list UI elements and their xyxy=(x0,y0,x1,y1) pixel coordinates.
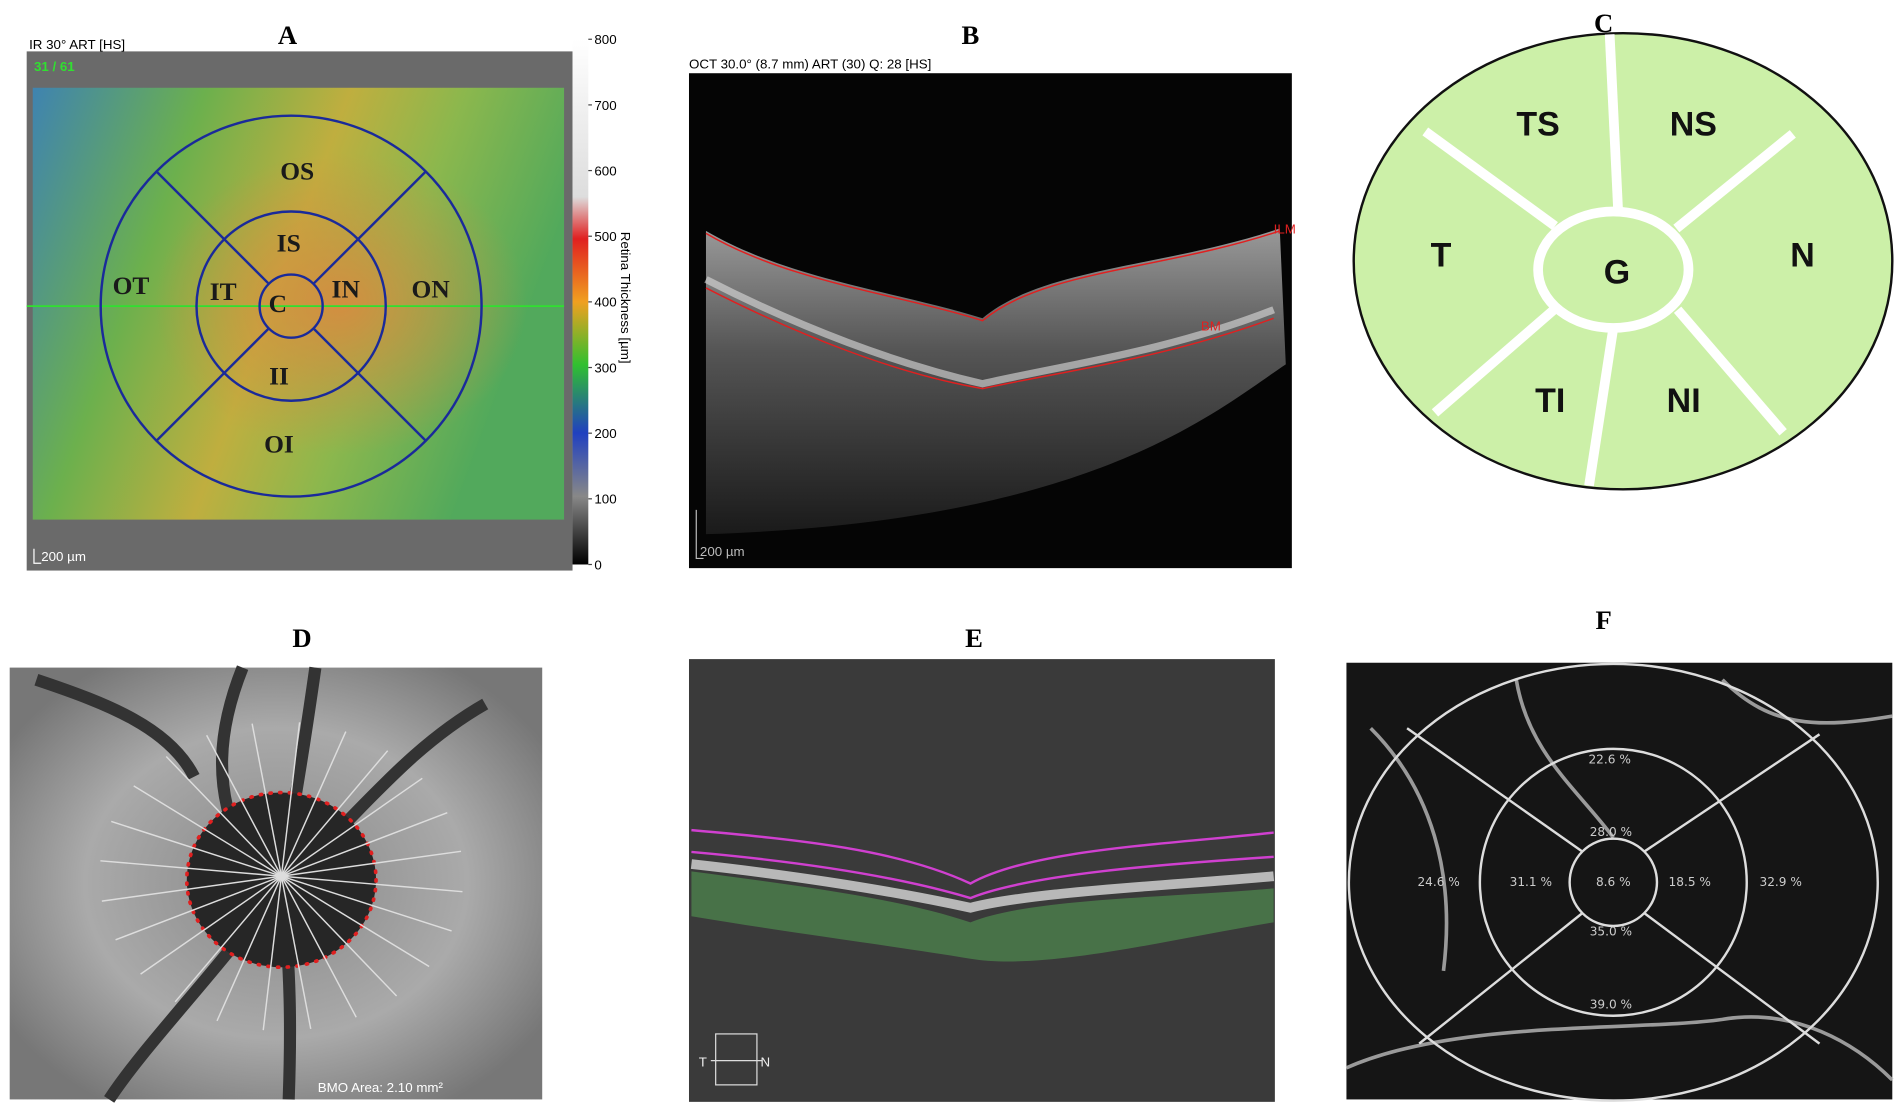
radial-scan xyxy=(101,850,462,902)
panel-f: F 22.6 % 28.0 % 24.6 % 31.1 % 8.6 % 18.5 % 32.… xyxy=(1345,605,1894,1102)
sector-label: OS xyxy=(280,157,314,186)
bmo-outline xyxy=(184,790,378,970)
orientation-label: T xyxy=(699,1055,707,1070)
colorbar-tick-label: 800 xyxy=(594,32,616,47)
scale-bar xyxy=(695,509,704,560)
layer-label: ILM xyxy=(1274,221,1296,236)
sector-label: IS xyxy=(277,228,301,257)
colorbar-tick-label: 200 xyxy=(594,426,616,441)
rpe-band xyxy=(704,276,1275,388)
sector-label: II xyxy=(269,362,289,391)
bm-line xyxy=(705,287,1274,390)
rpe-band xyxy=(690,859,1275,913)
density-label: 31.1 % xyxy=(1510,875,1552,889)
density-label: 35.0 % xyxy=(1590,925,1632,939)
panel-b: B OCT 30.0° (8.7 mm) ART (30) Q: 28 [HS]… xyxy=(688,20,1296,569)
sector-label: IT xyxy=(210,277,237,306)
panel-a: A IR 30° ART [HS] 31 / 61 200 µm Retina … xyxy=(26,20,633,572)
panel-label: C xyxy=(1594,8,1613,38)
sector-grid xyxy=(1347,662,1879,1102)
sector-label: C xyxy=(269,289,287,318)
sector-dividers xyxy=(1422,34,1796,487)
density-label: 24.6 % xyxy=(1417,875,1459,889)
layer-boundary xyxy=(691,850,1274,900)
colorbar-tick-label: 700 xyxy=(594,98,616,113)
panel-label: A xyxy=(278,20,298,50)
caption: BMO Area: 2.10 mm² xyxy=(318,1080,444,1095)
density-label: 22.6 % xyxy=(1588,752,1630,766)
density-label: 8.6 % xyxy=(1596,875,1631,889)
sector-label: TI xyxy=(1535,382,1565,420)
sector-label: IN xyxy=(332,274,361,303)
sector-label: ON xyxy=(412,274,451,303)
colorbar-tick-label: 400 xyxy=(594,295,616,310)
colorbar-tick-label: 300 xyxy=(594,360,616,375)
scale-label: 200 µm xyxy=(41,549,86,564)
panel-d: D BMO Area: 2.10 mm² xyxy=(9,623,543,1103)
sector-label: OT xyxy=(113,271,150,300)
orientation-label: N xyxy=(761,1055,771,1070)
layer-label: BM xyxy=(1201,318,1221,333)
density-label: 32.9 % xyxy=(1760,875,1802,889)
colorbar-title: Retina Thickness [µm] xyxy=(618,232,633,364)
layer-boundary xyxy=(691,828,1274,885)
choroid-band xyxy=(691,871,1274,962)
etdrs-grid xyxy=(99,114,483,498)
panel-label: B xyxy=(962,20,980,50)
sector-map xyxy=(1352,31,1894,491)
density-label: 18.5 % xyxy=(1669,875,1711,889)
sector-label: T xyxy=(1431,237,1452,275)
sector-label: G xyxy=(1604,254,1630,292)
panel-label: D xyxy=(292,623,311,653)
sector-label: N xyxy=(1790,237,1815,275)
sector-label: OI xyxy=(264,430,294,459)
colorbar-tick-label: 100 xyxy=(594,492,616,507)
colorbar-tick-label: 0 xyxy=(594,557,601,572)
vessels xyxy=(34,665,489,1103)
image-header: OCT 30.0° (8.7 mm) ART (30) Q: 28 [HS] xyxy=(689,56,931,71)
orientation-box xyxy=(715,1033,758,1086)
panel-label: F xyxy=(1595,605,1611,635)
panel-e: E T N xyxy=(688,623,1275,1102)
density-label: 39.0 % xyxy=(1590,997,1632,1011)
panel-c: C TS NS T G N TI NI xyxy=(1352,8,1894,491)
density-label: 28.0 % xyxy=(1590,825,1632,839)
image-header: IR 30° ART [HS] xyxy=(29,37,125,52)
scale-label: 200 µm xyxy=(700,544,745,559)
sector-label: TS xyxy=(1516,106,1559,144)
thickness-map xyxy=(32,87,565,520)
vessels xyxy=(1345,678,1894,1082)
scale-bar xyxy=(33,548,42,564)
sector-label: NI xyxy=(1667,382,1701,420)
colorbar xyxy=(572,39,589,565)
radial-scans xyxy=(100,722,463,1031)
panel-label: E xyxy=(965,623,983,653)
ilm-line xyxy=(705,230,1280,322)
colorbar-ticks: 800 700 600 500 400 300 200 100 0 xyxy=(588,32,617,572)
counter: 31 / 61 xyxy=(34,59,75,74)
colorbar-tick-label: 600 xyxy=(594,163,616,178)
colorbar-tick-label: 500 xyxy=(594,229,616,244)
sector-label: NS xyxy=(1670,106,1717,144)
